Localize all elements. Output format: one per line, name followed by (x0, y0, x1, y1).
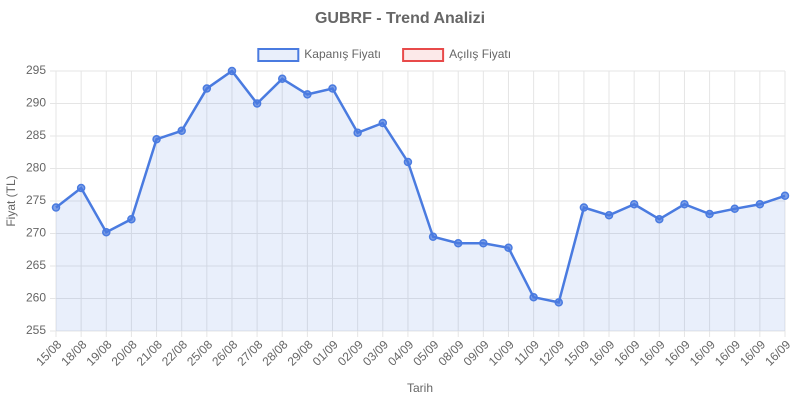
point (655, 214, 664, 224)
point (554, 298, 564, 307)
x-tick-label: 15/08 (33, 337, 64, 368)
point (227, 66, 237, 76)
point (277, 74, 287, 84)
point (76, 183, 86, 193)
point (127, 214, 136, 224)
x-tick-label: 18/08 (58, 337, 89, 368)
point (51, 203, 61, 212)
point (479, 239, 488, 248)
x-tick-label: 19/08 (84, 337, 115, 368)
point (177, 126, 186, 136)
x-tick-label: 12/09 (536, 337, 567, 368)
legend-label: Kapanış Fiyatı (304, 47, 381, 61)
point (730, 204, 739, 214)
point (102, 227, 111, 237)
x-tick-label: 04/09 (385, 337, 416, 368)
x-tick-label: 15/09 (561, 337, 592, 368)
x-tick-label: 27/08 (234, 337, 265, 368)
point (453, 239, 463, 248)
point (604, 211, 614, 220)
x-tick-label: 02/09 (335, 337, 366, 368)
point (328, 84, 337, 93)
x-tick-label: 16/09 (712, 337, 743, 368)
point (252, 99, 262, 108)
point (780, 191, 790, 201)
point (529, 292, 538, 302)
point (303, 90, 312, 99)
x-tick-label: 16/09 (662, 337, 693, 368)
x-tick-label: 29/08 (285, 337, 316, 368)
point (202, 84, 212, 93)
y-tick-label: 275 (26, 193, 46, 207)
point (705, 209, 714, 219)
x-tick-label: 20/08 (109, 337, 140, 368)
x-tick-label: 21/08 (134, 337, 165, 368)
x-tick-label: 01/09 (310, 337, 341, 368)
x-tick-label: 05/09 (410, 337, 441, 368)
x-tick-label: 11/09 (511, 337, 542, 368)
x-tick-label: 16/09 (737, 337, 768, 368)
x-tick-label: 28/08 (259, 337, 290, 368)
y-tick-label: 260 (26, 291, 46, 305)
point (629, 200, 639, 209)
y-axis-title: Fiyat (TL) (4, 175, 18, 226)
y-tick-label: 255 (26, 323, 46, 337)
y-tick-label: 285 (26, 128, 46, 142)
x-tick-label: 16/09 (687, 337, 718, 368)
point (579, 203, 589, 212)
y-tick-label: 265 (26, 258, 46, 272)
line (55, 69, 786, 304)
legend: Kapanış Fiyatı Açılış Fiyatı (257, 47, 511, 62)
legend-label: Açılış Fiyatı (449, 47, 511, 61)
x-tick-label: 26/08 (209, 337, 240, 368)
point (428, 232, 438, 241)
y-tick-label: 295 (26, 63, 46, 77)
legend-swatch (402, 48, 445, 62)
x-tick-label: 16/09 (611, 337, 642, 368)
point (680, 200, 689, 209)
x-tick-label: 08/09 (435, 337, 466, 368)
x-tick-label: 25/08 (184, 337, 215, 368)
x-tick-label: 16/09 (762, 337, 793, 368)
chart-title: GUBRF - Trend Analizi (315, 10, 485, 27)
x-axis-title: Tarih (407, 381, 433, 395)
x-tick-label: 22/08 (159, 337, 190, 368)
point (755, 200, 765, 209)
y-tick-label: 270 (26, 226, 46, 240)
x-tick-label: 03/09 (360, 337, 391, 368)
point (353, 128, 362, 137)
x-tick-label: 09/09 (461, 337, 492, 368)
point (403, 157, 413, 167)
point (378, 118, 388, 128)
x-tick-label: 16/09 (637, 337, 668, 368)
point (504, 243, 513, 253)
y-tick-label: 280 (26, 161, 46, 175)
x-tick-label: 16/09 (586, 337, 617, 368)
legend-swatch (257, 48, 300, 62)
point (152, 135, 161, 144)
y-tick-label: 290 (26, 96, 46, 110)
x-tick-label: 10/09 (486, 337, 517, 368)
